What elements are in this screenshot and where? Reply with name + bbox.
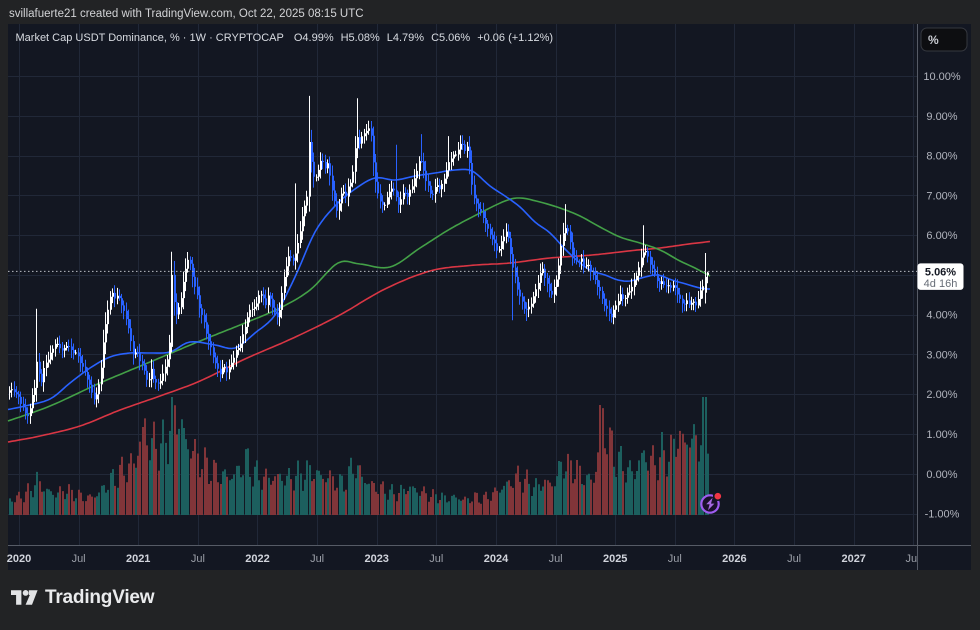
svg-text:7.00%: 7.00% <box>926 190 957 202</box>
svg-text:4d 16h: 4d 16h <box>924 278 958 290</box>
svg-text:10.00%: 10.00% <box>923 71 961 83</box>
svg-text:2023: 2023 <box>364 553 388 565</box>
svg-text:9.00%: 9.00% <box>926 111 957 123</box>
svg-text:Jul: Jul <box>191 553 205 565</box>
svg-text:2025: 2025 <box>603 553 627 565</box>
svg-text:0.00%: 0.00% <box>926 469 957 481</box>
svg-text:2.00%: 2.00% <box>926 389 957 401</box>
svg-text:6.00%: 6.00% <box>926 230 957 242</box>
svg-text:Jul: Jul <box>549 553 563 565</box>
svg-text:2024: 2024 <box>484 553 509 565</box>
svg-text:Jul: Jul <box>668 553 682 565</box>
svg-text:Jul: Jul <box>787 553 801 565</box>
svg-text:3.00%: 3.00% <box>926 350 957 362</box>
svg-text:2022: 2022 <box>245 553 269 565</box>
svg-text:5.06%: 5.06% <box>925 266 956 278</box>
svg-text:2021: 2021 <box>126 553 150 565</box>
svg-text:2020: 2020 <box>7 553 31 565</box>
svg-text:2026: 2026 <box>722 553 746 565</box>
svg-text:4.00%: 4.00% <box>926 310 957 322</box>
svg-text:-1.00%: -1.00% <box>925 509 960 521</box>
svg-text:Jul: Jul <box>429 553 443 565</box>
svg-text:Jul: Jul <box>72 553 86 565</box>
svg-text:1.00%: 1.00% <box>926 429 957 441</box>
svg-text:2027: 2027 <box>841 553 865 565</box>
svg-text:8.00%: 8.00% <box>926 151 957 163</box>
svg-text:Jul: Jul <box>310 553 324 565</box>
svg-text:Ju: Ju <box>905 553 917 565</box>
svg-text:%: % <box>928 33 939 47</box>
